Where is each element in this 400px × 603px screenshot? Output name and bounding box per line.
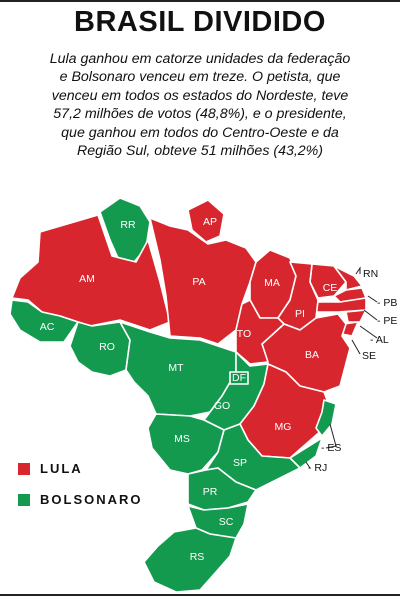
lede-line: Lula ganhou em catorze unidades da feder… [49, 51, 351, 67]
state-es[interactable] [315, 399, 337, 437]
state-am[interactable] [11, 214, 171, 331]
label-pr: PR [203, 486, 218, 498]
label-ce: CE [323, 282, 338, 294]
state-pr[interactable] [187, 467, 257, 511]
state-ms[interactable] [147, 413, 225, 475]
bottom-rule [0, 594, 400, 596]
label-pa: PA [192, 276, 205, 288]
label-rj: - RJ [308, 462, 327, 474]
callout-line-se [351, 339, 361, 355]
callout-line-rj [305, 461, 311, 469]
label-al: - AL [370, 334, 389, 346]
lede-line: 57,2 milhões de votos (48,8%), e o presi… [53, 106, 347, 123]
callout-line-pe [363, 309, 378, 321]
label-am: AM [79, 273, 95, 285]
lede-line: venceu em todos os estados do Nordeste, … [51, 87, 349, 104]
state-to[interactable] [235, 299, 285, 365]
label-pi: PI [295, 308, 305, 320]
legend-label-lula: LULA [40, 461, 83, 476]
label-to: TO [237, 328, 251, 340]
state-pa[interactable] [149, 217, 257, 345]
label-se: SE [362, 350, 376, 362]
label-rs: RS [190, 551, 205, 563]
state-rn[interactable] [333, 265, 363, 291]
legend-swatch-lula [18, 462, 30, 475]
label-ma: MA [264, 277, 280, 289]
state-ac[interactable] [9, 299, 79, 343]
label-mg: MG [275, 421, 292, 433]
state-df[interactable] [229, 371, 249, 385]
legend-item-lula: LULA [18, 461, 83, 476]
lede-line: que ganhou em todos do Centro-Oeste e da [61, 124, 339, 141]
legend-swatch-bolsonaro [18, 493, 30, 506]
label-ap: AP [203, 216, 217, 228]
label-mt: MT [168, 362, 184, 374]
state-al[interactable] [345, 309, 367, 323]
label-ms: MS [174, 433, 190, 445]
label-rr: RR [120, 219, 136, 231]
label-sp: SP [233, 457, 247, 469]
state-rs[interactable] [143, 527, 237, 593]
callout-line-es [325, 423, 337, 449]
page-title: BRASIL DIVIDIDO [74, 6, 326, 38]
label-rn: RN [363, 268, 378, 280]
label-ro: RO [99, 341, 115, 353]
label-ba: BA [305, 349, 319, 361]
state-ap[interactable] [187, 199, 225, 243]
lede-line: e Bolsonaro venceu em treze. O petista, … [59, 69, 341, 86]
label-df: DF [232, 372, 246, 384]
label-ac: AC [40, 321, 55, 333]
callout-line-rn [355, 266, 361, 275]
label-pe: - PE [377, 315, 397, 327]
label-go: GO [214, 400, 230, 412]
label-sc: SC [219, 516, 234, 528]
legend-item-bolsonaro: BOLSONARO [18, 492, 143, 507]
label-es: - ES [321, 442, 341, 454]
state-mg[interactable] [239, 363, 331, 459]
state-ro[interactable] [69, 321, 131, 377]
callout-line-pb [367, 295, 378, 303]
top-rule [0, 0, 400, 2]
callout-line-al [359, 325, 378, 339]
legend-label-bolsonaro: BOLSONARO [40, 492, 143, 507]
lede-paragraph: Lula ganhou em catorze unidades da feder… [8, 50, 392, 160]
lede-line: Região Sul, obteve 51 milhões (43,2%) [76, 143, 324, 160]
label-pb: - PB [377, 297, 397, 309]
